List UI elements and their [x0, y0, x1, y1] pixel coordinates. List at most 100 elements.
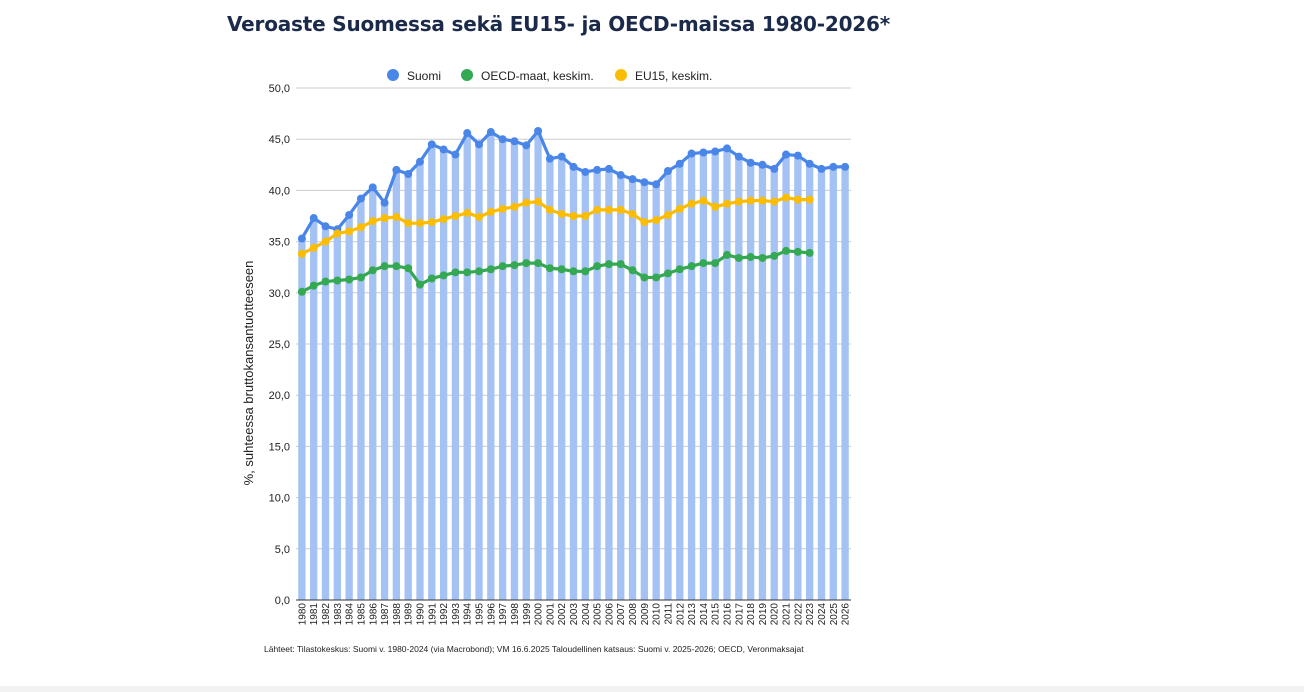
point-eu15-1992	[439, 215, 448, 224]
x-tick-label: 2023	[805, 603, 816, 626]
x-tick-label: 1998	[510, 603, 521, 626]
bar-2011	[664, 170, 672, 600]
x-tick-label: 2017	[734, 603, 745, 626]
point-eu15-1986	[368, 217, 377, 226]
point-eu15-1982	[321, 237, 330, 246]
point-eu15-2017	[734, 197, 743, 206]
x-tick-label: 1993	[451, 603, 462, 626]
point-suomi-1998	[510, 137, 519, 146]
point-suomi-2015	[711, 147, 720, 156]
point-suomi-2025	[829, 162, 838, 171]
point-eu15-1998	[510, 202, 519, 211]
x-tick-label: 1984	[345, 603, 356, 626]
point-suomi-2022	[793, 151, 802, 160]
point-eu15-1995	[475, 213, 484, 222]
point-oecd-1997	[498, 262, 507, 271]
point-eu15-1985	[356, 223, 365, 232]
x-tick-label: 2015	[711, 603, 722, 626]
point-suomi-1990	[415, 157, 424, 166]
point-suomi-1994	[463, 129, 472, 138]
source-note: Lähteet: Tilastokeskus: Suomi v. 1980-20…	[264, 644, 804, 654]
point-suomi-1986	[368, 183, 377, 192]
y-axis-label: %, suhteessa bruttokansantuotteeseen	[241, 261, 256, 486]
point-eu15-2004	[581, 212, 590, 220]
x-tick-label: 1988	[392, 603, 403, 626]
bar-2001	[546, 158, 554, 600]
bar-1981	[310, 218, 318, 600]
point-eu15-1984	[345, 227, 354, 236]
point-oecd-1999	[522, 259, 531, 268]
point-eu15-1987	[380, 214, 389, 223]
x-tick-label: 2012	[675, 603, 686, 626]
bar-2018	[746, 162, 755, 600]
point-oecd-2023	[805, 248, 814, 257]
x-tick-label: 2005	[593, 603, 604, 626]
x-tick-label: 2016	[723, 603, 734, 626]
point-oecd-2003	[569, 267, 578, 276]
legend-label-oecd: OECD-maat, keskim.	[481, 69, 594, 83]
point-suomi-1987	[380, 198, 389, 207]
point-eu15-2010	[652, 216, 661, 225]
bar-2002	[558, 156, 566, 600]
point-suomi-2011	[663, 166, 672, 175]
bar-2005	[593, 169, 601, 601]
point-suomi-2000	[534, 127, 543, 136]
point-suomi-1996	[486, 128, 495, 137]
point-suomi-2009	[640, 178, 649, 187]
bar-1984	[345, 214, 353, 600]
point-eu15-2015	[711, 202, 720, 211]
y-tick-label: 10,0	[269, 493, 290, 505]
point-eu15-2020	[770, 197, 779, 206]
line-eu15	[301, 195, 810, 256]
point-eu15-1989	[404, 219, 413, 228]
point-eu15-2014	[699, 196, 708, 205]
x-tick-label: 2002	[557, 603, 568, 626]
point-oecd-1984	[345, 275, 354, 284]
point-oecd-2022	[793, 247, 802, 256]
point-oecd-2018	[746, 252, 755, 261]
point-eu15-1997	[498, 204, 507, 213]
bar-1993	[451, 154, 460, 600]
point-oecd-2016	[723, 250, 732, 259]
point-oecd-1998	[510, 261, 519, 270]
legend-marker-suomi	[387, 69, 399, 81]
point-eu15-2018	[746, 196, 755, 205]
point-suomi-2014	[699, 148, 708, 157]
bar-1999	[522, 145, 530, 600]
point-eu15-1981	[309, 243, 318, 252]
point-oecd-2005	[593, 262, 602, 271]
y-tick-label: 20,0	[269, 390, 290, 402]
point-suomi-1980	[297, 234, 306, 243]
point-oecd-2004	[581, 267, 590, 276]
x-tick-label: 2007	[616, 603, 627, 626]
point-oecd-2014	[699, 259, 708, 268]
bar-2015	[711, 151, 719, 600]
point-eu15-2012	[675, 204, 684, 213]
point-oecd-2001	[545, 264, 554, 273]
y-tick-label: 30,0	[269, 288, 290, 300]
footer-strip	[0, 686, 1304, 692]
x-tick-label: 2018	[746, 603, 757, 626]
bar-1989	[404, 174, 412, 601]
point-oecd-2013	[687, 262, 696, 271]
point-eu15-2023	[805, 195, 814, 204]
bar-2007	[617, 175, 625, 601]
point-oecd-2002	[557, 265, 566, 274]
point-eu15-1994	[463, 208, 472, 217]
x-tick-label: 1999	[522, 603, 533, 626]
point-oecd-1985	[356, 273, 365, 282]
point-suomi-2017	[734, 152, 743, 161]
point-eu15-1991	[427, 218, 436, 227]
point-oecd-1987	[380, 262, 389, 271]
bar-1986	[369, 187, 377, 600]
point-oecd-1990	[415, 280, 424, 289]
point-oecd-1981	[309, 281, 318, 290]
x-tick-label: 1990	[415, 603, 426, 626]
point-suomi-2010	[652, 180, 661, 189]
point-eu15-2001	[545, 205, 554, 214]
point-oecd-2020	[770, 251, 779, 260]
bar-1997	[498, 139, 507, 600]
point-oecd-1996	[486, 265, 495, 274]
point-oecd-1983	[333, 276, 342, 285]
